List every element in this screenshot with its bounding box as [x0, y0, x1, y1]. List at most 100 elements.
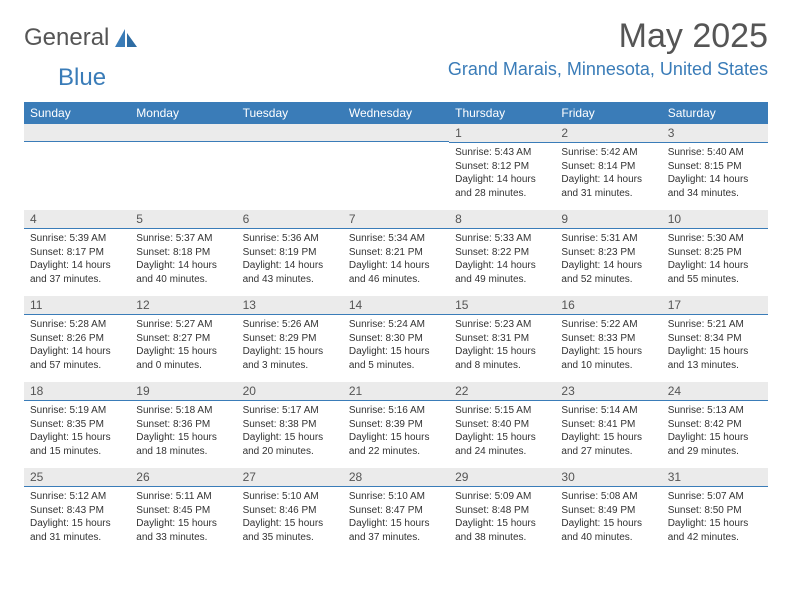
day-detail-line: and 31 minutes.: [561, 187, 655, 201]
calendar-cell: 8Sunrise: 5:33 AMSunset: 8:22 PMDaylight…: [449, 210, 555, 296]
day-detail-line: Daylight: 15 hours: [349, 345, 443, 359]
day-detail-line: Sunrise: 5:42 AM: [561, 146, 655, 160]
day-detail-line: and 35 minutes.: [243, 531, 337, 545]
day-detail-line: Sunrise: 5:10 AM: [349, 490, 443, 504]
day-header: Friday: [555, 102, 661, 124]
calendar-cell: 1Sunrise: 5:43 AMSunset: 8:12 PMDaylight…: [449, 124, 555, 210]
location-subtitle: Grand Marais, Minnesota, United States: [448, 59, 768, 80]
day-detail: Sunrise: 5:27 AMSunset: 8:27 PMDaylight:…: [130, 315, 236, 382]
calendar-cell: 10Sunrise: 5:30 AMSunset: 8:25 PMDayligh…: [662, 210, 768, 296]
day-detail-line: Sunrise: 5:27 AM: [136, 318, 230, 332]
day-detail: Sunrise: 5:26 AMSunset: 8:29 PMDaylight:…: [237, 315, 343, 382]
calendar-cell: 26Sunrise: 5:11 AMSunset: 8:45 PMDayligh…: [130, 468, 236, 554]
day-detail: Sunrise: 5:13 AMSunset: 8:42 PMDaylight:…: [662, 401, 768, 468]
day-detail-line: Daylight: 14 hours: [30, 259, 124, 273]
day-detail-line: Sunrise: 5:19 AM: [30, 404, 124, 418]
day-detail-line: Daylight: 15 hours: [455, 517, 549, 531]
calendar-cell: 3Sunrise: 5:40 AMSunset: 8:15 PMDaylight…: [662, 124, 768, 210]
day-number-band: 11: [24, 296, 130, 315]
day-detail-line: Sunrise: 5:43 AM: [455, 146, 549, 160]
calendar-row: 25Sunrise: 5:12 AMSunset: 8:43 PMDayligh…: [24, 468, 768, 554]
day-detail: Sunrise: 5:10 AMSunset: 8:47 PMDaylight:…: [343, 487, 449, 554]
day-detail-line: Sunset: 8:42 PM: [668, 418, 762, 432]
day-detail-line: and 3 minutes.: [243, 359, 337, 373]
day-detail-line: Sunrise: 5:39 AM: [30, 232, 124, 246]
sail-icon: [113, 27, 139, 49]
day-detail-line: Sunrise: 5:28 AM: [30, 318, 124, 332]
day-detail-line: Sunrise: 5:23 AM: [455, 318, 549, 332]
calendar-cell: 11Sunrise: 5:28 AMSunset: 8:26 PMDayligh…: [24, 296, 130, 382]
day-detail-line: Sunset: 8:34 PM: [668, 332, 762, 346]
day-detail-line: Sunset: 8:21 PM: [349, 246, 443, 260]
day-detail-line: Sunrise: 5:07 AM: [668, 490, 762, 504]
day-detail-line: Sunrise: 5:26 AM: [243, 318, 337, 332]
day-detail-line: Sunrise: 5:30 AM: [668, 232, 762, 246]
day-detail-line: and 31 minutes.: [30, 531, 124, 545]
day-detail-line: and 55 minutes.: [668, 273, 762, 287]
calendar-cell: [237, 124, 343, 210]
day-detail-line: Daylight: 15 hours: [561, 517, 655, 531]
day-detail-line: Sunset: 8:33 PM: [561, 332, 655, 346]
day-detail-line: Sunset: 8:12 PM: [455, 160, 549, 174]
day-detail-line: and 15 minutes.: [30, 445, 124, 459]
calendar-cell: 6Sunrise: 5:36 AMSunset: 8:19 PMDaylight…: [237, 210, 343, 296]
day-number-band: 3: [662, 124, 768, 143]
calendar-cell: 31Sunrise: 5:07 AMSunset: 8:50 PMDayligh…: [662, 468, 768, 554]
day-detail-line: Sunset: 8:48 PM: [455, 504, 549, 518]
day-detail-line: Sunrise: 5:16 AM: [349, 404, 443, 418]
day-number-band: [237, 124, 343, 142]
day-detail-line: Daylight: 15 hours: [243, 345, 337, 359]
day-detail-line: and 38 minutes.: [455, 531, 549, 545]
day-detail-line: and 57 minutes.: [30, 359, 124, 373]
day-number-band: [130, 124, 236, 142]
day-detail-line: Sunset: 8:29 PM: [243, 332, 337, 346]
day-number-band: 12: [130, 296, 236, 315]
day-detail-line: Daylight: 15 hours: [243, 431, 337, 445]
day-detail: Sunrise: 5:22 AMSunset: 8:33 PMDaylight:…: [555, 315, 661, 382]
calendar-cell: 9Sunrise: 5:31 AMSunset: 8:23 PMDaylight…: [555, 210, 661, 296]
day-detail-line: Sunset: 8:49 PM: [561, 504, 655, 518]
day-number-band: 18: [24, 382, 130, 401]
day-detail: Sunrise: 5:15 AMSunset: 8:40 PMDaylight:…: [449, 401, 555, 468]
day-number-band: 6: [237, 210, 343, 229]
day-detail-line: Sunrise: 5:15 AM: [455, 404, 549, 418]
day-detail-line: Sunset: 8:43 PM: [30, 504, 124, 518]
day-number-band: 16: [555, 296, 661, 315]
day-detail-line: Sunrise: 5:24 AM: [349, 318, 443, 332]
day-detail-line: Sunset: 8:27 PM: [136, 332, 230, 346]
day-detail-line: and 52 minutes.: [561, 273, 655, 287]
calendar-body: 1 Sunrise: 5:43 AMSunset: 8:12 PM Daylight…: [24, 124, 768, 554]
day-number-band: 14: [343, 296, 449, 315]
day-number-band: 4: [24, 210, 130, 229]
day-detail: Sunrise: 5:39 AMSunset: 8:17 PMDaylight:…: [24, 229, 130, 296]
day-detail-line: Sunrise: 5:10 AM: [243, 490, 337, 504]
day-detail: Sunrise: 5:07 AMSunset: 8:50 PMDaylight:…: [662, 487, 768, 554]
calendar-cell: 2Sunrise: 5:42 AMSunset: 8:14 PMDaylight…: [555, 124, 661, 210]
day-number-band: 19: [130, 382, 236, 401]
day-detail-line: Sunrise: 5:36 AM: [243, 232, 337, 246]
day-header: Tuesday: [237, 102, 343, 124]
day-detail: Sunrise: 5:09 AMSunset: 8:48 PMDaylight:…: [449, 487, 555, 554]
day-detail-line: Sunrise: 5:31 AM: [561, 232, 655, 246]
day-number-band: [24, 124, 130, 142]
day-detail-line: Sunset: 8:22 PM: [455, 246, 549, 260]
day-detail-line: Daylight: 15 hours: [30, 517, 124, 531]
day-detail: Sunrise: 5:24 AMSunset: 8:30 PMDaylight:…: [343, 315, 449, 382]
day-detail-line: and 49 minutes.: [455, 273, 549, 287]
day-number-band: 31: [662, 468, 768, 487]
day-detail-line: Sunset: 8:45 PM: [136, 504, 230, 518]
day-number-band: 5: [130, 210, 236, 229]
day-detail: Sunrise: 5:42 AMSunset: 8:14 PMDaylight:…: [555, 143, 661, 210]
day-number-band: 27: [237, 468, 343, 487]
calendar-table: Sunday Monday Tuesday Wednesday Thursday…: [24, 102, 768, 554]
day-detail-line: Daylight: 15 hours: [561, 431, 655, 445]
day-detail-line: Sunset: 8:19 PM: [243, 246, 337, 260]
day-number-band: 1: [449, 124, 555, 143]
day-detail-line: Daylight: 14 hours: [668, 173, 762, 187]
day-detail-line: Sunset: 8:38 PM: [243, 418, 337, 432]
day-header-row: Sunday Monday Tuesday Wednesday Thursday…: [24, 102, 768, 124]
day-detail-line: Daylight: 14 hours: [455, 259, 549, 273]
calendar-cell: 19Sunrise: 5:18 AMSunset: 8:36 PMDayligh…: [130, 382, 236, 468]
day-detail-line: Sunrise: 5:21 AM: [668, 318, 762, 332]
day-detail: Sunrise: 5:11 AMSunset: 8:45 PMDaylight:…: [130, 487, 236, 554]
